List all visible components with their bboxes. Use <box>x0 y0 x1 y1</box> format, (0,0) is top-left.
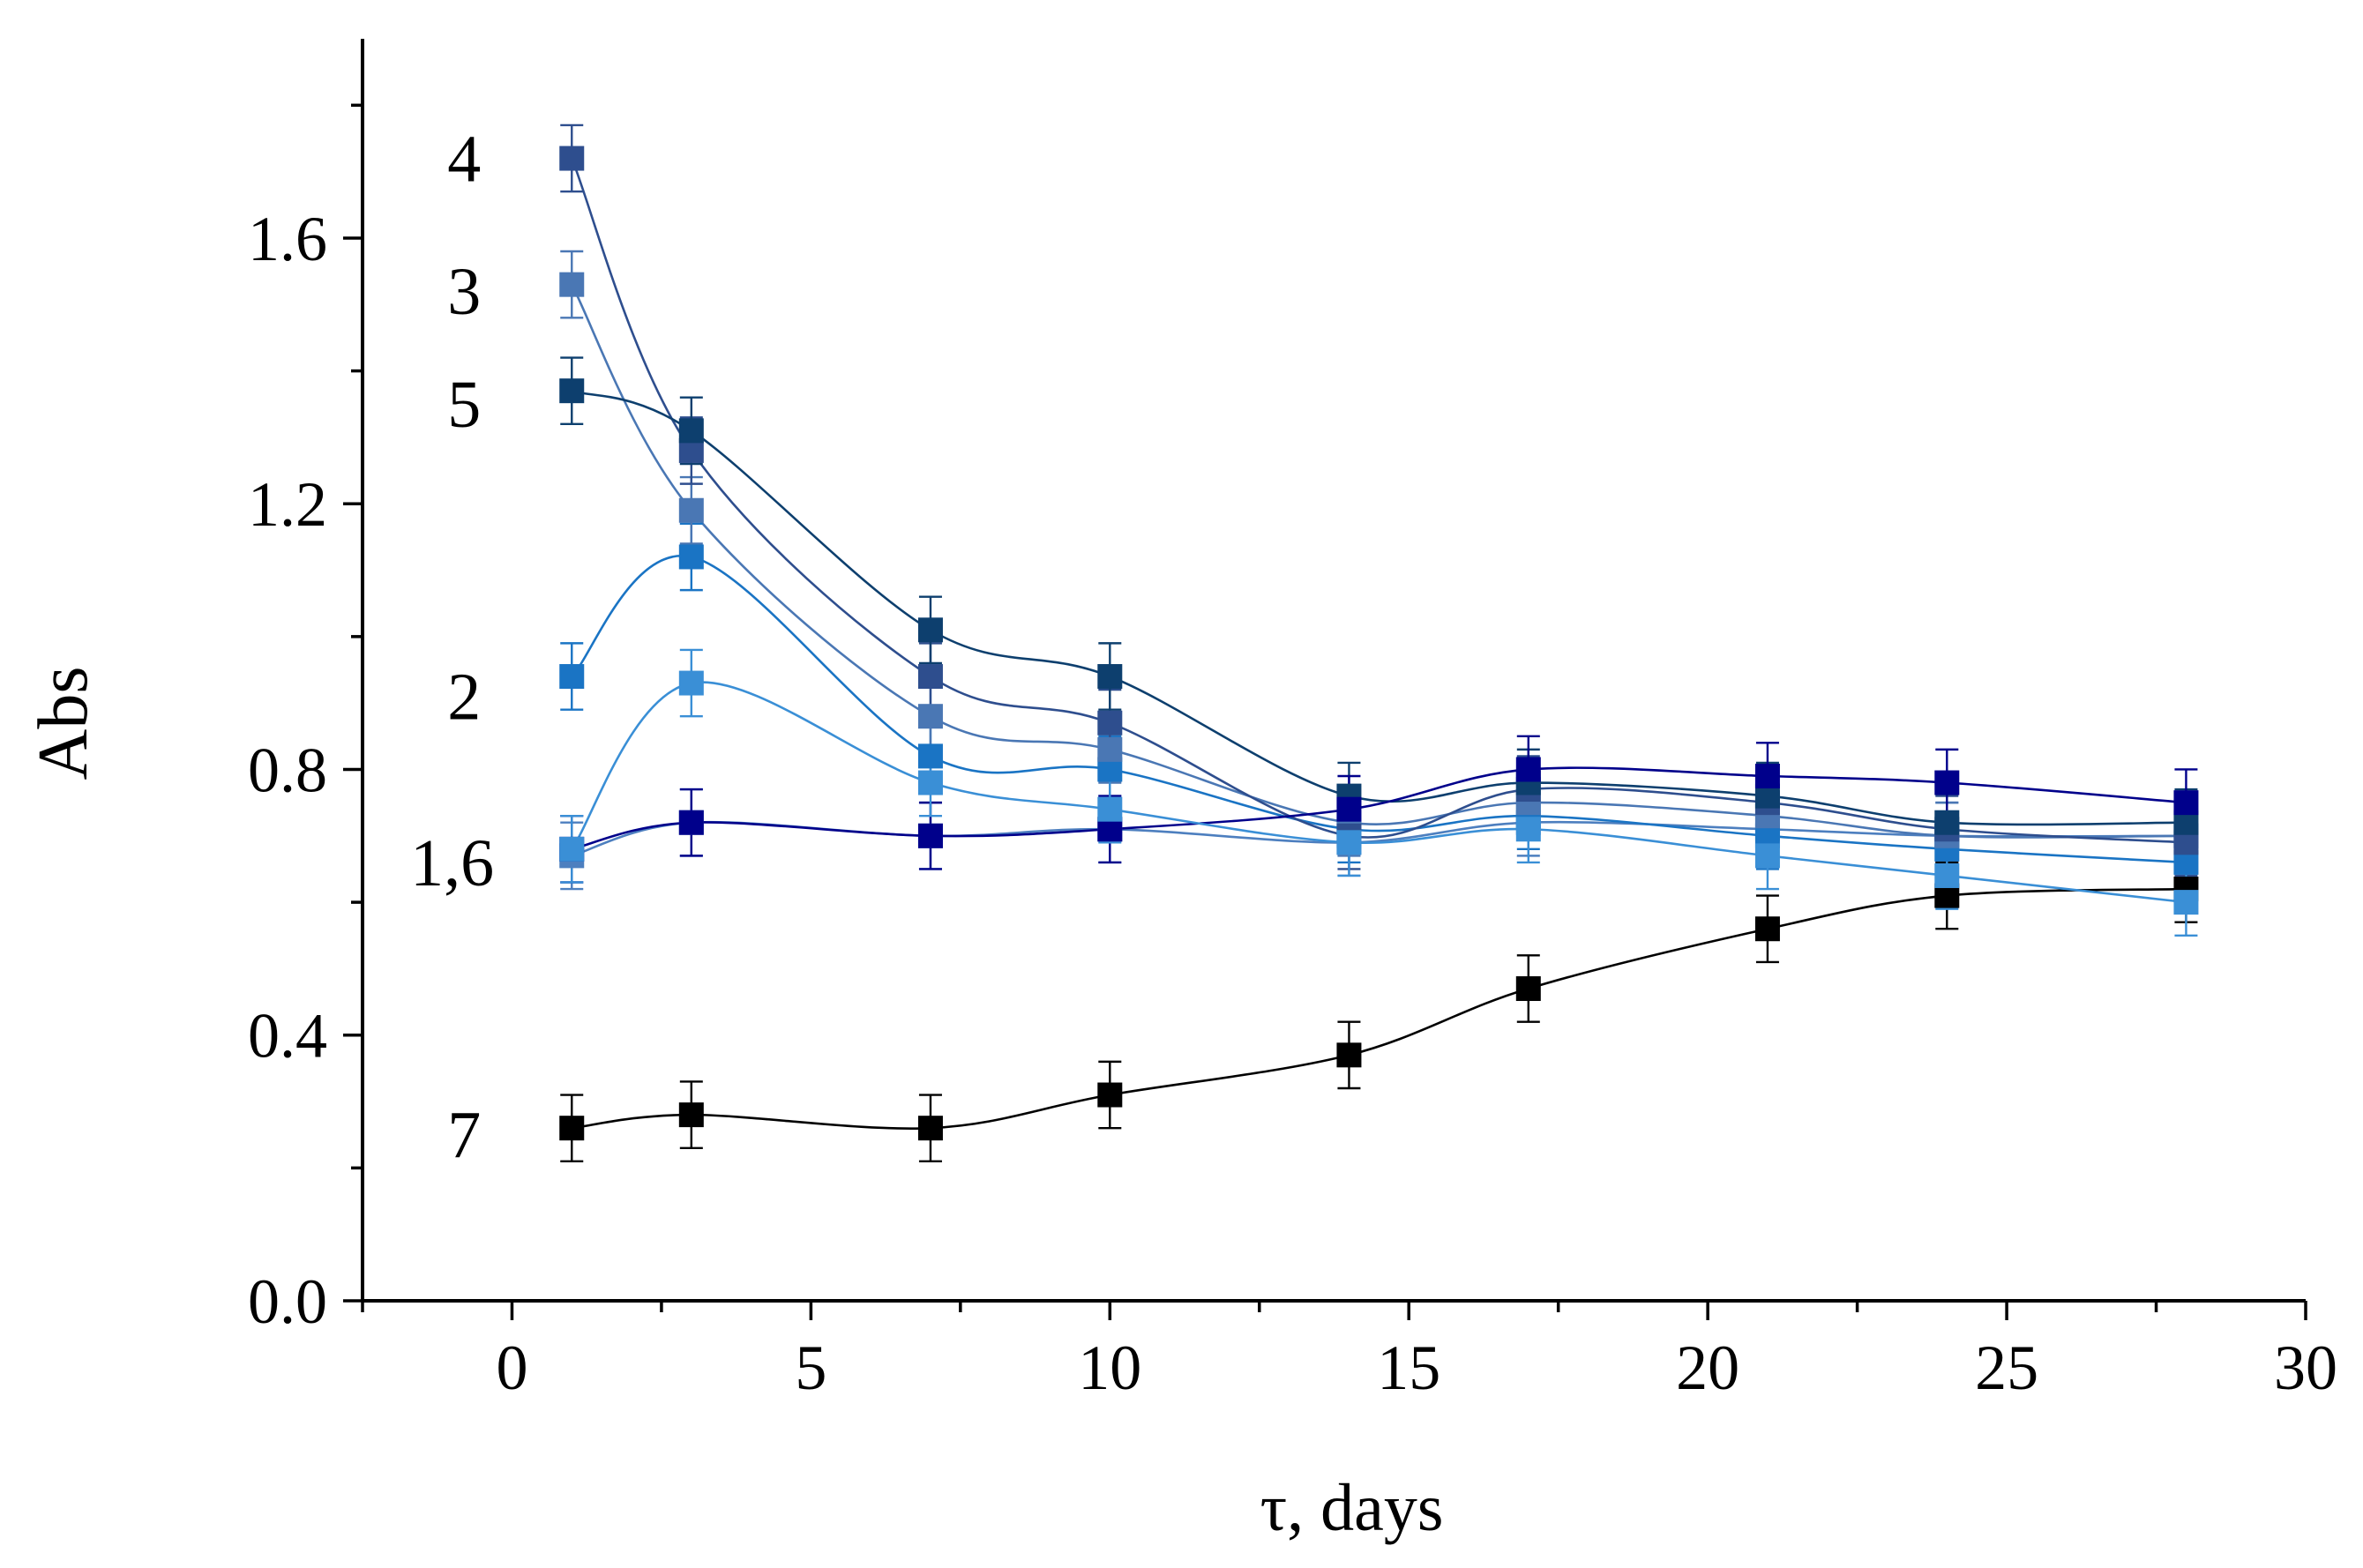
y-axis-title: Abs <box>25 667 102 780</box>
series-annotation: 1,6 <box>410 826 494 900</box>
data-point-light-5 <box>1515 817 1541 842</box>
data-point-light-0 <box>559 836 585 862</box>
data-point-5-3 <box>1097 664 1123 690</box>
x-tick-label: 10 <box>1078 1333 1141 1403</box>
y-tick-label: 0.8 <box>248 735 327 805</box>
data-point-light-1 <box>678 670 704 696</box>
x-tick-label: 30 <box>2274 1333 2337 1403</box>
x-tick-label: 20 <box>1676 1333 1739 1403</box>
data-point-6-8 <box>2173 790 2199 816</box>
data-point-5-0 <box>559 378 585 404</box>
y-tick-label: 0.4 <box>248 1001 327 1071</box>
data-point-6-4 <box>1336 796 1362 822</box>
y-tick-label: 0.0 <box>248 1266 327 1337</box>
data-point-6-1 <box>678 810 704 835</box>
series-annotation: 5 <box>447 368 481 442</box>
series-annotation: 4 <box>447 123 481 197</box>
series-line-4 <box>571 158 2187 844</box>
series-lines <box>571 158 2187 1130</box>
data-point-light-2 <box>917 770 943 795</box>
axes <box>343 39 2307 1320</box>
data-point-2-1 <box>678 544 704 570</box>
data-point-7-1 <box>678 1102 704 1128</box>
data-point-light-7 <box>1934 862 1960 888</box>
data-point-7-5 <box>1515 976 1541 1002</box>
y-tick-label: 1.6 <box>248 204 327 274</box>
data-point-light-3 <box>1097 796 1123 822</box>
data-point-2-2 <box>917 743 943 769</box>
data-point-7-6 <box>1754 916 1780 942</box>
data-point-4-3 <box>1097 710 1123 735</box>
data-point-5-1 <box>678 418 704 444</box>
error-bars <box>560 123 2198 1163</box>
data-point-light-4 <box>1336 830 1362 855</box>
data-point-4-2 <box>917 664 943 690</box>
data-point-6-2 <box>917 823 943 848</box>
data-point-7-2 <box>917 1116 943 1141</box>
data-point-light-8 <box>2173 890 2199 915</box>
series-annotation: 2 <box>447 661 481 735</box>
labels: 0 5 10 15 20 25 30 0.0 0.4 0.8 1.2 1.6 τ, days Abs 4 3 5… <box>25 123 2337 1545</box>
data-point-7-4 <box>1336 1042 1362 1068</box>
x-tick-label: 5 <box>795 1333 826 1403</box>
y-tick-label: 1.2 <box>248 469 327 540</box>
data-point-6-5 <box>1515 757 1541 782</box>
series-annotation: 3 <box>447 255 481 329</box>
data-point-5-7 <box>1934 810 1960 835</box>
data-point-2-0 <box>559 664 585 690</box>
data-point-3-3 <box>1097 736 1123 762</box>
data-point-6-6 <box>1754 764 1780 789</box>
series-line-7 <box>572 887 2187 1130</box>
data-point-7-0 <box>559 1116 585 1141</box>
x-axis-title: τ, days <box>1260 1471 1444 1545</box>
data-point-7-3 <box>1097 1082 1123 1108</box>
series-line-5 <box>571 389 2187 826</box>
x-tick-label: 0 <box>496 1333 527 1403</box>
series-annotation: 7 <box>447 1099 481 1173</box>
series-line-2 <box>571 554 2187 864</box>
x-tick-label: 25 <box>1975 1333 2038 1403</box>
data-point-4-0 <box>559 146 585 171</box>
data-point-light-6 <box>1754 843 1780 869</box>
data-point-6-7 <box>1934 770 1960 795</box>
data-point-3-0 <box>559 272 585 297</box>
data-points <box>559 146 2199 1141</box>
data-point-5-2 <box>917 617 943 643</box>
data-point-3-1 <box>678 497 704 523</box>
series-line-3 <box>571 284 2187 839</box>
data-point-3-2 <box>917 704 943 729</box>
x-tick-label: 15 <box>1377 1333 1440 1403</box>
